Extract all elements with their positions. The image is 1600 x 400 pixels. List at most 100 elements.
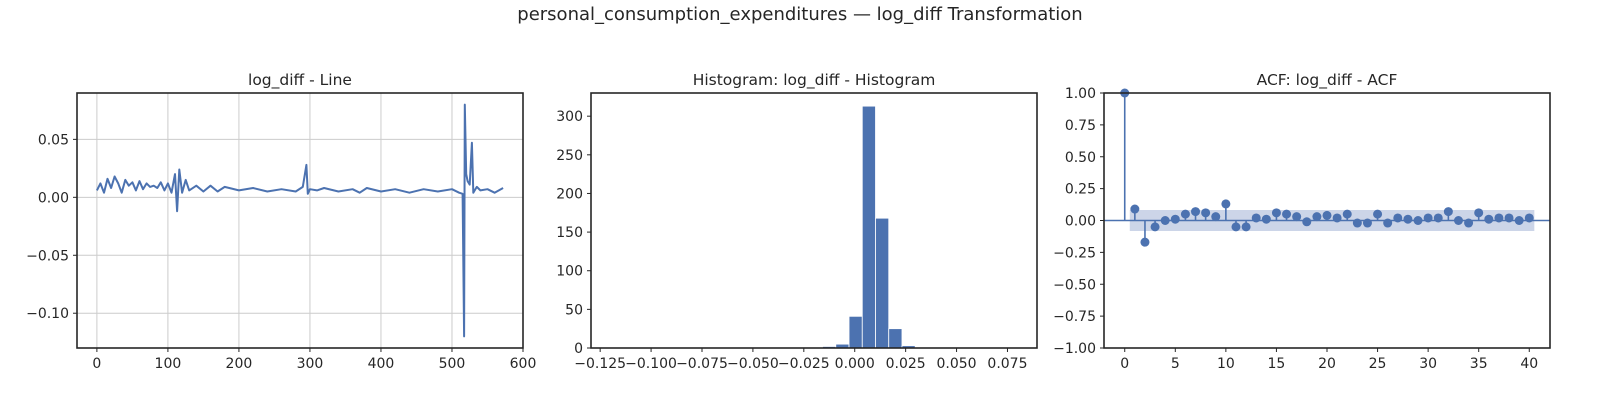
x-tick-label: 200	[226, 356, 253, 372]
acf-point	[1403, 214, 1413, 224]
acf-point	[1484, 214, 1494, 224]
x-tick-label: 0.025	[886, 356, 926, 372]
acf-point	[1312, 212, 1322, 222]
figure-title: personal_consumption_expenditures — log_…	[517, 4, 1083, 25]
acf-point	[1474, 208, 1484, 218]
y-tick-label: 1.00	[1065, 86, 1096, 102]
acf-point	[1150, 222, 1160, 232]
acf-point	[1342, 209, 1352, 219]
acf-point	[1170, 214, 1180, 224]
x-tick-label: 0	[1120, 356, 1129, 372]
acf-point	[1160, 216, 1170, 225]
acf-point	[1292, 212, 1302, 222]
acf-point	[1514, 216, 1524, 225]
acf-point	[1201, 208, 1211, 218]
chart-panel-3	[1100, 88, 1551, 352]
y-tick-label: 0.25	[1065, 182, 1096, 198]
acf-point	[1453, 216, 1463, 225]
x-tick-label: −0.025	[778, 356, 830, 372]
x-tick-label: 35	[1470, 356, 1488, 372]
x-tick-label: 20	[1318, 356, 1336, 372]
x-tick-label: 40	[1520, 356, 1538, 372]
chart-title: Histogram: log_diff - Histogram	[693, 71, 936, 90]
acf-point	[1180, 209, 1190, 219]
y-tick-label: 0.00	[38, 190, 69, 206]
histogram-bar	[848, 315, 863, 349]
chart-title: log_diff - Line	[248, 71, 352, 90]
acf-point	[1433, 213, 1443, 223]
acf-point	[1261, 214, 1271, 224]
x-tick-label: −0.100	[625, 356, 677, 372]
x-tick-label: 100	[155, 356, 182, 372]
acf-point	[1221, 199, 1231, 209]
acf-point	[1373, 209, 1383, 219]
chart-panel-1	[73, 92, 524, 352]
acf-point	[1443, 207, 1453, 217]
axes-frame	[590, 92, 1038, 349]
y-tick-label: 250	[556, 148, 583, 164]
y-tick-label: 0	[574, 341, 583, 357]
y-tick-label: −0.50	[1053, 277, 1096, 293]
y-tick-label: −0.05	[26, 248, 69, 264]
y-tick-label: 200	[556, 186, 583, 202]
acf-point	[1282, 209, 1292, 219]
acf-point	[1383, 218, 1393, 228]
x-tick-label: 25	[1369, 356, 1387, 372]
acf-point	[1211, 212, 1221, 222]
x-tick-label: 0.000	[835, 356, 875, 372]
y-tick-label: −0.75	[1053, 309, 1096, 325]
y-tick-label: 0.05	[38, 132, 69, 148]
y-tick-label: 0.00	[1065, 214, 1096, 230]
acf-point	[1231, 222, 1241, 232]
acf-point	[1140, 237, 1150, 247]
x-tick-label: 0	[92, 356, 101, 372]
chart-title: ACF: log_diff - ACF	[1257, 71, 1398, 90]
y-tick-label: −1.00	[1053, 341, 1096, 357]
x-tick-label: −0.125	[574, 356, 626, 372]
acf-point	[1423, 213, 1433, 223]
x-tick-label: 15	[1268, 356, 1286, 372]
axes-frame	[76, 92, 524, 349]
acf-point	[1302, 217, 1312, 227]
histogram-bar	[888, 328, 903, 349]
x-tick-label: 300	[297, 356, 324, 372]
x-tick-label: −0.050	[727, 356, 779, 372]
acf-point	[1130, 204, 1140, 214]
acf-point	[1251, 213, 1261, 223]
y-tick-label: 100	[556, 264, 583, 280]
acf-point	[1494, 213, 1504, 223]
acf-point	[1524, 213, 1534, 223]
acf-point	[1393, 213, 1403, 223]
x-tick-label: 0.050	[937, 356, 977, 372]
histogram-bar	[861, 105, 876, 349]
x-tick-label: 0.075	[987, 356, 1027, 372]
chart-panel-2	[587, 92, 1038, 352]
acf-point	[1322, 210, 1332, 220]
y-tick-label: 150	[556, 225, 583, 241]
y-tick-label: −0.10	[26, 306, 69, 322]
series-line	[96, 103, 504, 338]
x-tick-label: 30	[1419, 356, 1437, 372]
acf-point	[1191, 207, 1201, 217]
x-tick-label: 10	[1217, 356, 1235, 372]
histogram-bar	[875, 217, 890, 349]
x-tick-label: 400	[368, 356, 395, 372]
acf-point	[1271, 208, 1281, 218]
y-tick-label: −0.25	[1053, 245, 1096, 261]
acf-point	[1504, 213, 1514, 223]
acf-point	[1413, 216, 1423, 225]
y-tick-label: 0.50	[1065, 150, 1096, 166]
acf-point	[1332, 213, 1342, 223]
x-tick-label: 5	[1171, 356, 1180, 372]
y-tick-label: 50	[565, 302, 583, 318]
acf-point	[1352, 218, 1362, 228]
acf-point	[1464, 218, 1474, 228]
x-tick-label: 500	[439, 356, 466, 372]
x-tick-label: −0.075	[676, 356, 728, 372]
x-tick-label: 600	[510, 356, 537, 372]
y-tick-label: 0.75	[1065, 118, 1096, 134]
acf-point	[1241, 222, 1251, 232]
y-tick-label: 300	[556, 109, 583, 125]
